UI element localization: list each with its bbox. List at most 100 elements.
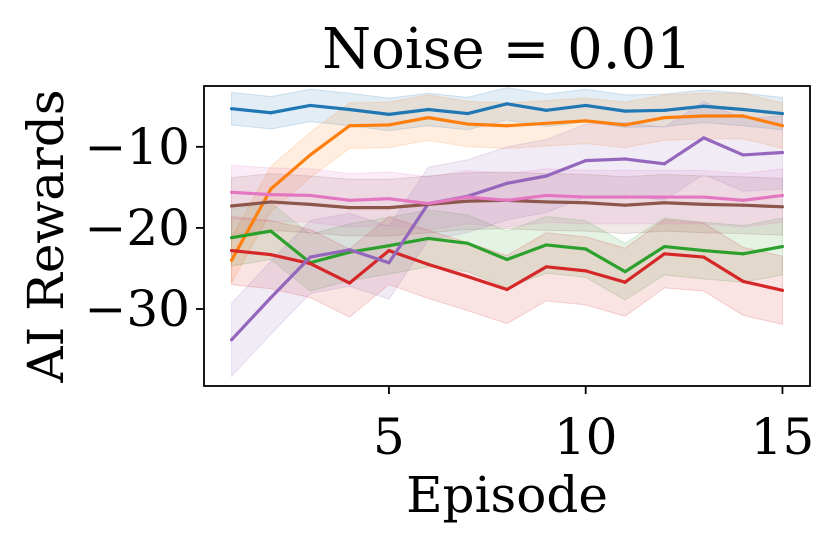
series-4-band	[231, 100, 783, 378]
series-0-point-11	[662, 108, 667, 112]
series-0-point-8	[544, 108, 548, 112]
series-5-point-2	[308, 202, 312, 206]
y-axis-ticks: −10 −20 −30	[84, 118, 204, 338]
series-5-band	[231, 171, 783, 237]
series-4-point-8	[544, 174, 548, 178]
series-0-point-13	[741, 107, 745, 112]
series-2-point-11	[662, 244, 667, 249]
series-0-point-14	[780, 111, 785, 116]
x-tick-label: 10	[554, 408, 618, 466]
series-5-point-0	[229, 204, 234, 208]
series-0-point-3	[347, 107, 352, 112]
series-1-point-8	[544, 121, 548, 125]
series-3-band	[231, 215, 783, 326]
series-6-point-11	[662, 195, 667, 199]
series-6-point-1	[269, 193, 273, 197]
series-1-point-2	[308, 153, 312, 157]
series-4-point-0	[229, 338, 234, 342]
series-4-point-10	[623, 157, 627, 161]
series-3-point-3	[347, 281, 352, 285]
x-axis-ticks: 5 10 15	[373, 386, 814, 466]
series-5-point-3	[347, 206, 352, 210]
series-0-point-2	[308, 103, 312, 108]
series-5-point-6	[466, 199, 470, 203]
y-tick-label: −10	[84, 118, 190, 176]
series-1-point-3	[347, 124, 352, 128]
series-3-point-8	[544, 265, 548, 269]
series-6-band	[231, 164, 783, 231]
series-5-point-1	[269, 200, 273, 204]
y-tick-label: −20	[84, 199, 190, 257]
series-2-point-1	[269, 229, 273, 233]
series-5-point-4	[387, 206, 391, 210]
series-1-point-9	[584, 119, 588, 123]
series-2-point-8	[544, 243, 548, 247]
series-1-point-7	[505, 124, 509, 128]
series-6-point-3	[347, 198, 352, 202]
plot-frame	[203, 85, 811, 387]
series-2-point-9	[584, 247, 588, 251]
series-lines	[229, 102, 785, 342]
series-0-point-12	[702, 104, 706, 108]
series-4-point-1	[269, 296, 273, 300]
series-0-point-4	[387, 112, 391, 116]
series-3-point-9	[584, 269, 588, 273]
series-4-point-13	[741, 153, 745, 157]
y-axis-label: AI Rewards	[17, 89, 75, 383]
series-4-point-12	[702, 136, 706, 140]
series-3-point-4	[387, 248, 391, 253]
series-0-point-6	[466, 111, 470, 116]
x-tick-label: 15	[751, 408, 815, 466]
series-0-point-9	[584, 103, 588, 108]
series-0-point-5	[426, 107, 430, 112]
series-1-point-10	[623, 123, 627, 127]
chart-title: Noise = 0.01	[322, 17, 692, 82]
series-3-point-7	[505, 287, 509, 292]
series-6-point-9	[584, 195, 588, 199]
series-6-point-6	[466, 195, 470, 199]
series-6-point-8	[544, 193, 548, 198]
series-6-point-4	[387, 197, 391, 201]
series-2-band	[231, 202, 783, 301]
series-3-point-11	[662, 252, 667, 256]
series-3-point-5	[426, 262, 430, 266]
x-axis-label: Episode	[406, 466, 608, 524]
series-5-point-10	[623, 203, 627, 207]
series-4-point-2	[308, 255, 312, 259]
series-3-point-0	[229, 248, 234, 253]
series-5-point-12	[702, 202, 706, 206]
series-3-point-10	[623, 280, 627, 284]
series-3-point-14	[780, 288, 785, 292]
series-2-point-0	[229, 236, 234, 240]
series-6-point-14	[780, 193, 785, 198]
series-4-point-3	[347, 248, 352, 252]
series-2-point-12	[702, 248, 706, 253]
series-6-point-5	[426, 201, 430, 206]
series-6-point-10	[623, 195, 627, 199]
series-3-point-2	[308, 261, 312, 266]
confidence-bands	[231, 87, 783, 378]
series-4-point-14	[780, 150, 785, 155]
series-1-point-0	[229, 258, 234, 262]
series-6-point-2	[308, 193, 312, 198]
series-1-band	[231, 92, 783, 284]
series-2-point-13	[741, 252, 745, 256]
series-1-point-13	[741, 114, 745, 118]
x-tick-label: 5	[373, 408, 405, 466]
series-1-point-6	[466, 122, 470, 126]
series-0-point-10	[623, 109, 627, 113]
series-1-point-12	[702, 114, 706, 118]
series-6-point-13	[741, 198, 745, 202]
series-1-point-4	[387, 123, 391, 127]
series-0-point-0	[229, 107, 234, 111]
series-2-point-4	[387, 244, 391, 248]
series-4-point-9	[584, 158, 588, 163]
series-1-point-14	[780, 124, 785, 128]
series-4-point-7	[505, 181, 509, 185]
series-6-point-7	[505, 198, 509, 202]
series-2-point-6	[466, 241, 470, 245]
series-0-point-7	[505, 102, 509, 106]
series-3-point-12	[702, 255, 706, 259]
series-5-point-13	[741, 203, 745, 207]
